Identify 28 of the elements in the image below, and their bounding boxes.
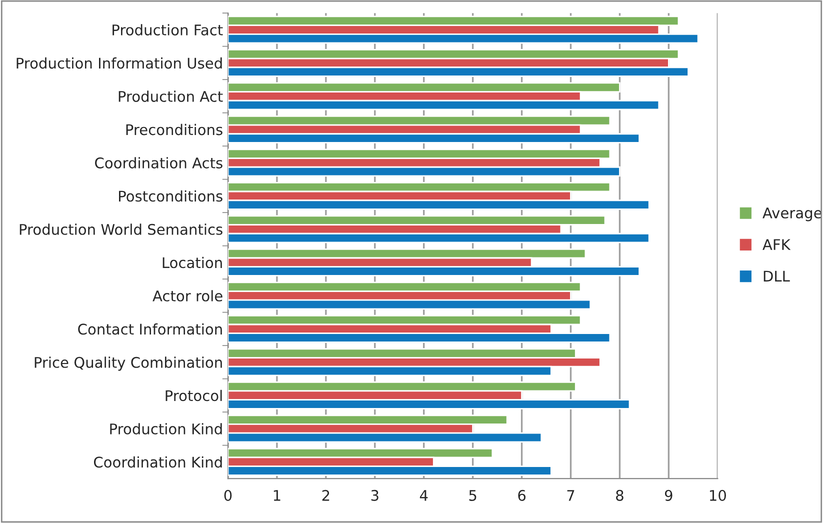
legend-label: AFK (762, 239, 791, 250)
y-tick-label: Production Act (118, 90, 223, 102)
x-tick-label: 6 (518, 490, 526, 501)
x-tick-label: 8 (616, 490, 624, 501)
y-tick-label: Production Fact (112, 24, 223, 36)
legend-label: DLL (764, 270, 790, 282)
x-tick-label: 4 (420, 490, 428, 501)
x-tick-label: 5 (469, 490, 476, 501)
y-tick-label: Coordination Acts (95, 157, 222, 168)
y-tick-label: Production Information Used (16, 57, 222, 69)
x-tick-label: 1 (274, 490, 280, 501)
y-tick-label: Coordination Kind (94, 456, 222, 468)
y-tick-label: Price Quality Combination (34, 356, 222, 371)
y-tick-label: Contact Information (78, 323, 222, 335)
y-tick-label: Production World Semantics (20, 224, 222, 235)
y-tick-label: Actor role (152, 290, 222, 302)
y-tick-label: Location (162, 256, 222, 268)
x-tick-label: 0 (224, 490, 232, 501)
y-tick-label: Protocol (166, 390, 222, 402)
y-tick-label: Preconditions (126, 124, 222, 136)
x-tick-label: 9 (664, 490, 672, 501)
x-tick-label: 3 (371, 490, 378, 501)
y-tick-label: Production Kind (110, 423, 222, 434)
legend-label: Average (762, 208, 822, 222)
x-tick-label: 7 (567, 490, 574, 501)
y-tick-label: Postconditions (119, 190, 222, 202)
x-tick-label: 10 (710, 490, 726, 501)
x-tick-label: 2 (322, 490, 330, 501)
